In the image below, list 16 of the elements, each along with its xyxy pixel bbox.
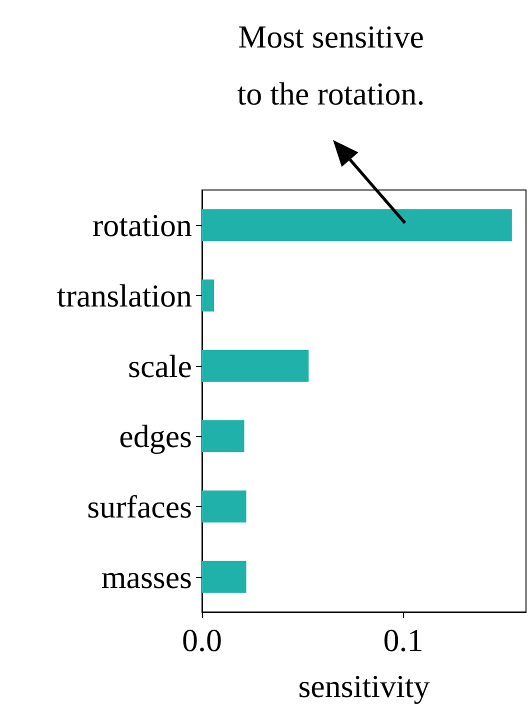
x-axis-title: sensitivity — [298, 668, 430, 704]
bar — [202, 560, 246, 593]
bar — [202, 350, 309, 382]
y-tick-label: translation — [56, 278, 192, 314]
y-tick-label: rotation — [92, 207, 192, 244]
bar — [202, 280, 214, 312]
y-tick-label: edges — [119, 418, 192, 454]
bar — [202, 490, 246, 522]
bar — [202, 209, 512, 242]
y-tick-label: scale — [128, 348, 192, 384]
text: Most sensitive to the rotation. — [237, 18, 425, 112]
y-tick-label: masses — [101, 558, 192, 595]
bar — [202, 420, 244, 452]
x-tick-label: 0.0 — [182, 622, 222, 658]
y-tick-label: surfaces — [87, 488, 192, 524]
x-tick-label: 0.1 — [383, 622, 424, 658]
